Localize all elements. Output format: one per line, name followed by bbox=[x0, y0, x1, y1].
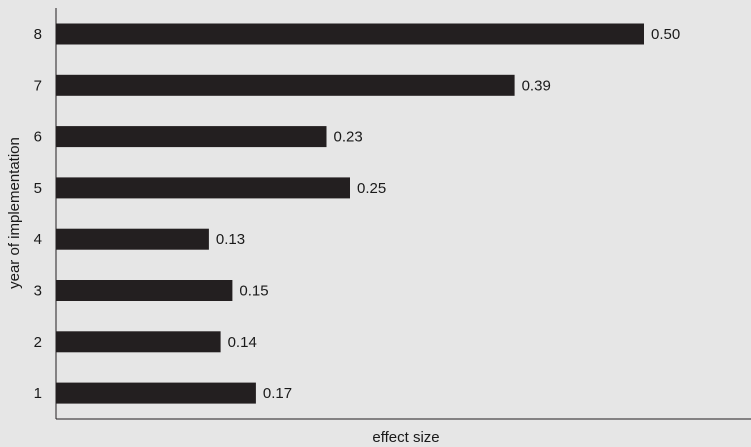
category-label-1: 1 bbox=[34, 385, 42, 402]
value-label-7: 0.39 bbox=[522, 77, 551, 94]
category-labels-group: 8 7 6 5 4 3 2 1 bbox=[34, 26, 42, 402]
bar-year-4 bbox=[56, 228, 209, 250]
bar-year-3 bbox=[56, 280, 233, 301]
value-label-2: 0.14 bbox=[228, 334, 257, 351]
bar-year-5 bbox=[56, 177, 350, 199]
category-label-2: 2 bbox=[34, 334, 42, 351]
value-label-1: 0.17 bbox=[263, 385, 292, 402]
bar-year-7 bbox=[56, 74, 515, 96]
bar-year-6 bbox=[56, 126, 327, 148]
value-label-5: 0.25 bbox=[357, 180, 386, 197]
category-label-3: 3 bbox=[34, 283, 42, 300]
value-label-3: 0.15 bbox=[239, 283, 268, 300]
bar-year-8 bbox=[56, 23, 644, 45]
value-labels-group: 0.50 0.39 0.23 0.25 0.13 0.15 0.14 0.17 bbox=[216, 26, 680, 402]
value-label-4: 0.13 bbox=[216, 231, 245, 248]
bars-group bbox=[56, 23, 644, 404]
value-label-8: 0.50 bbox=[651, 26, 680, 43]
category-label-4: 4 bbox=[34, 231, 42, 248]
category-label-6: 6 bbox=[34, 129, 42, 146]
category-label-7: 7 bbox=[34, 77, 42, 94]
value-label-6: 0.23 bbox=[334, 129, 363, 146]
bar-year-1 bbox=[56, 382, 256, 404]
bar-year-2 bbox=[56, 331, 221, 353]
y-axis-label: year of implementation bbox=[6, 137, 23, 289]
x-axis-label: effect size bbox=[372, 429, 439, 446]
category-label-5: 5 bbox=[34, 180, 42, 197]
category-label-8: 8 bbox=[34, 26, 42, 43]
